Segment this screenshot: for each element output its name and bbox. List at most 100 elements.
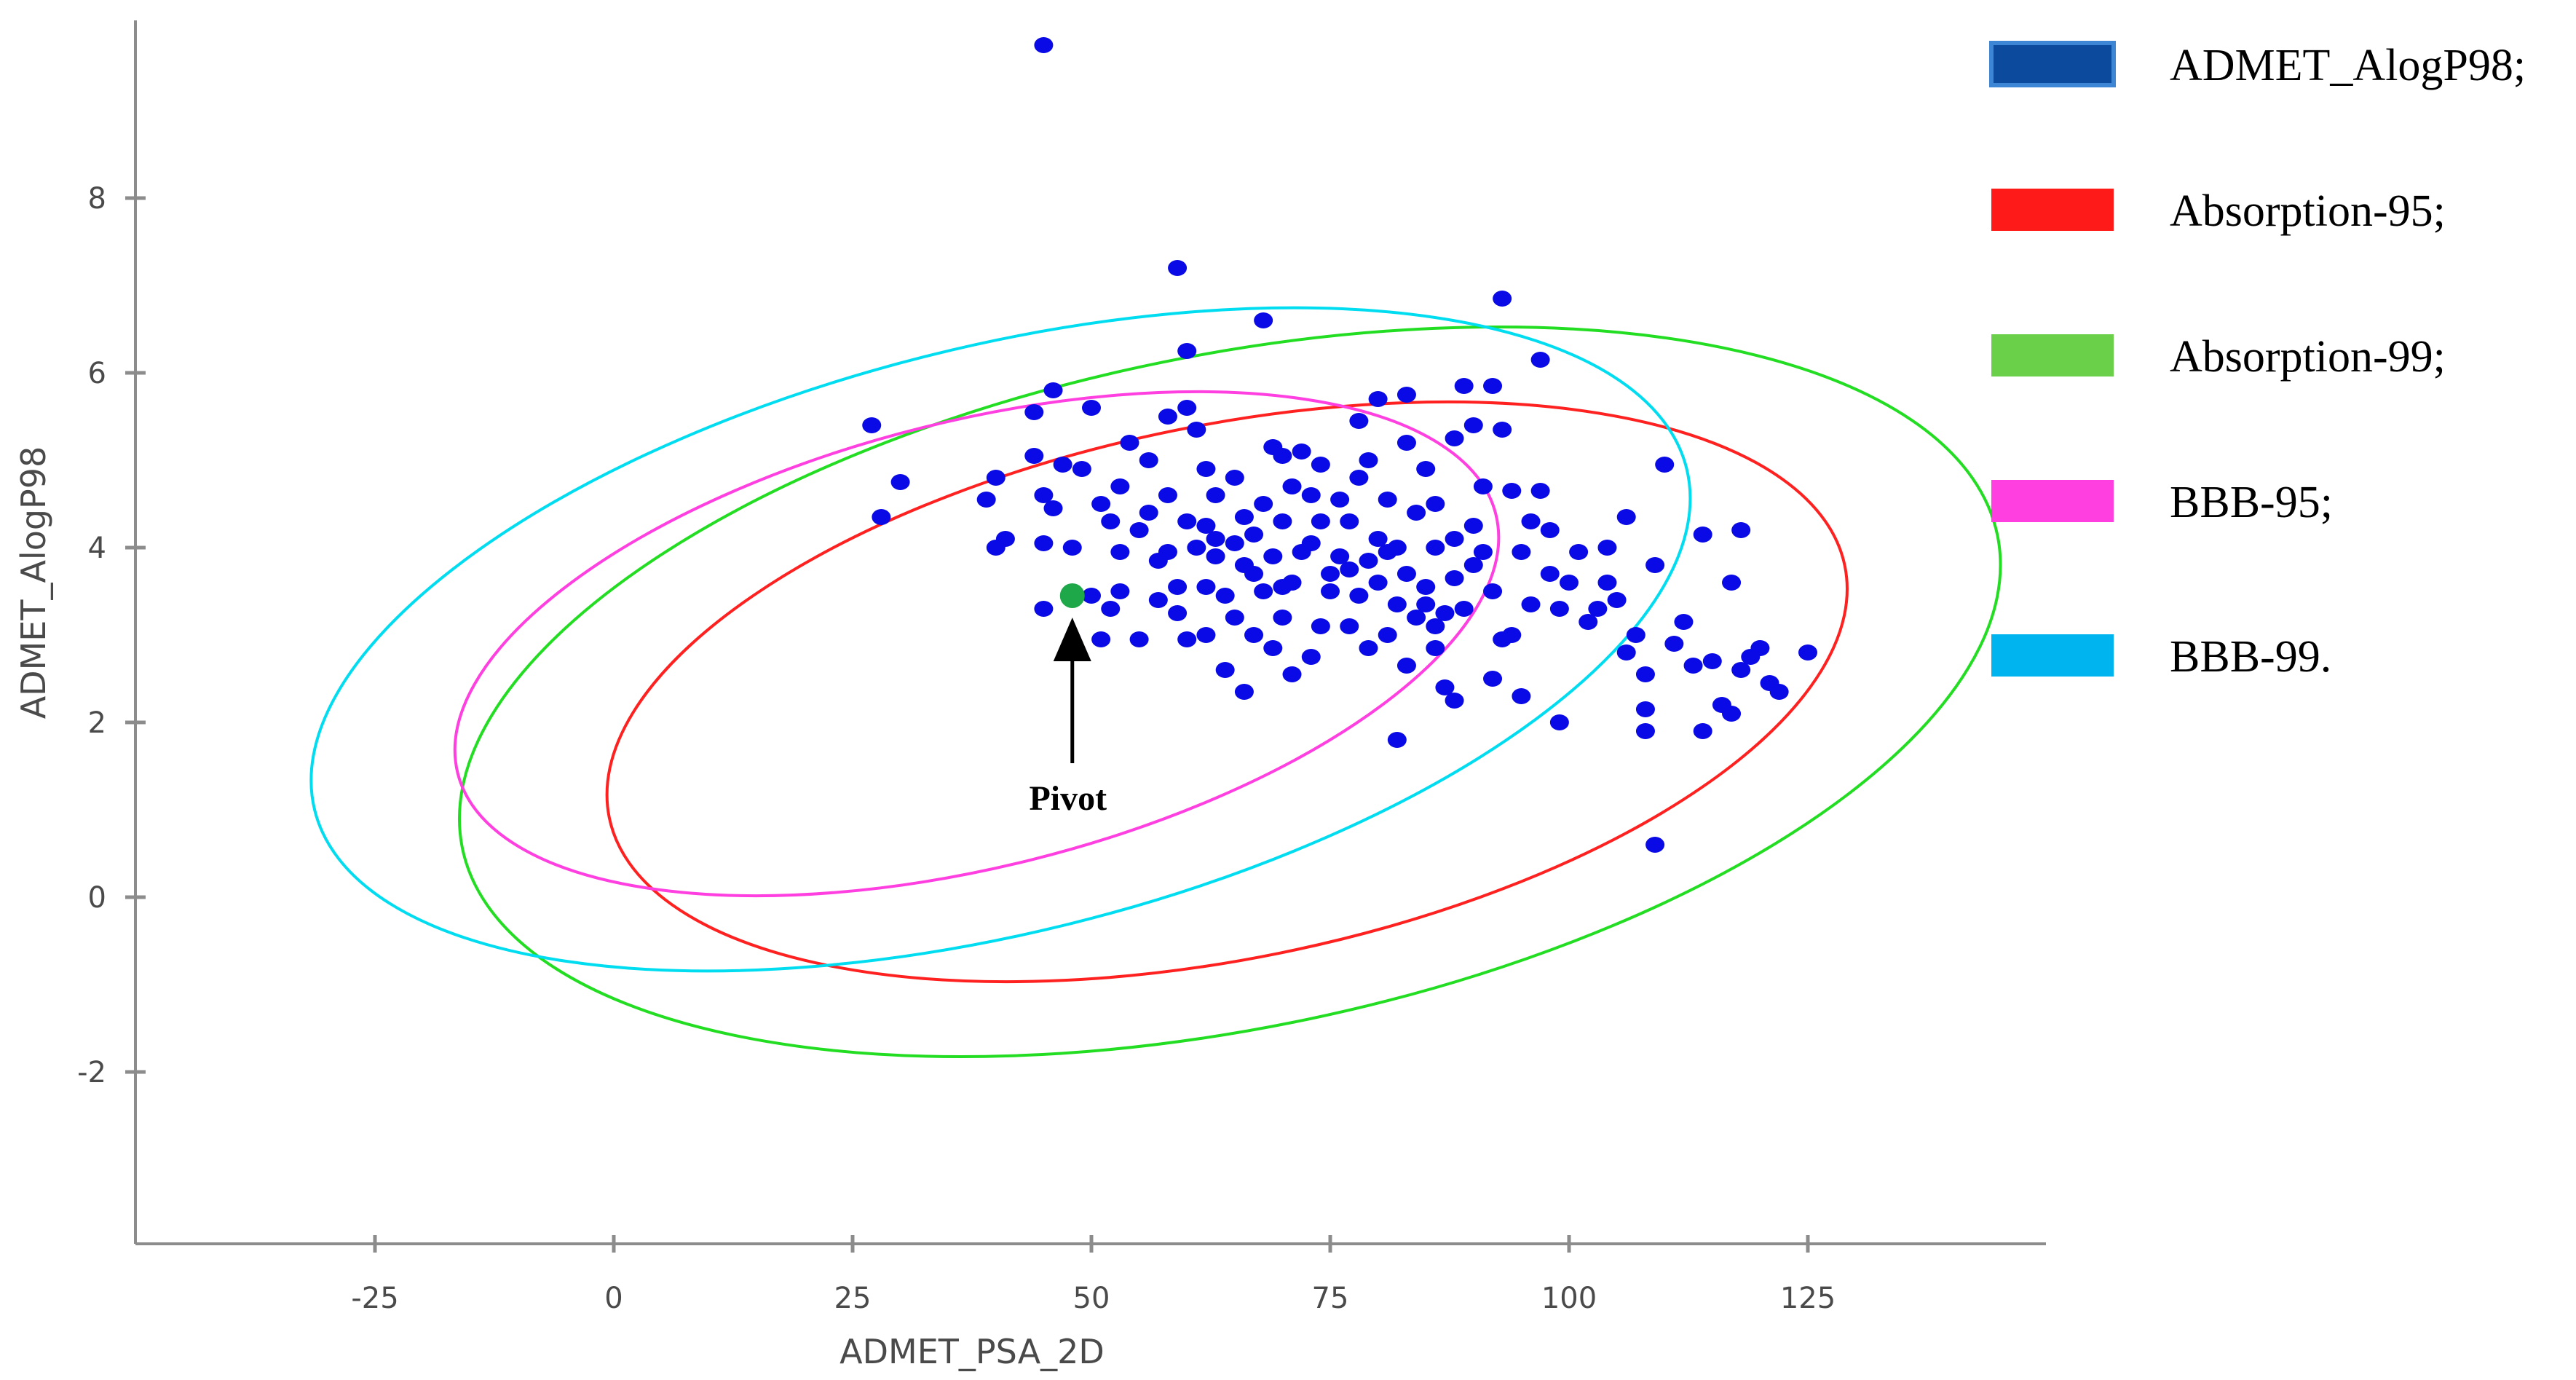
legend: ADMET_AlogP98; Absorption-95; Absorption-9… <box>1989 41 2526 682</box>
data-point <box>1148 592 1168 608</box>
data-point <box>1540 522 1560 538</box>
data-point <box>1493 422 1512 438</box>
data-point <box>1273 579 1292 595</box>
data-point <box>1426 640 1445 656</box>
data-point <box>1368 531 1388 547</box>
x-tick-label: 75 <box>1312 1282 1349 1315</box>
data-point <box>1798 644 1817 661</box>
data-point <box>1273 448 1292 464</box>
data-point <box>1359 640 1378 656</box>
data-point <box>1340 513 1359 529</box>
data-point <box>1043 500 1063 516</box>
data-point <box>1396 387 1416 403</box>
data-point <box>1435 605 1455 621</box>
data-point <box>1311 618 1330 634</box>
data-point <box>1244 566 1264 582</box>
data-point <box>1368 391 1388 407</box>
data-point <box>1034 487 1054 503</box>
legend-label: BBB-99. <box>2170 632 2331 682</box>
data-point <box>1387 732 1407 748</box>
data-point <box>1225 610 1244 626</box>
data-point <box>1234 684 1254 700</box>
legend-swatch <box>1991 634 2114 677</box>
data-point <box>986 470 1005 486</box>
data-point <box>1263 640 1283 656</box>
data-point <box>1082 588 1101 604</box>
data-point <box>1359 452 1378 468</box>
legend-swatch <box>1991 480 2114 522</box>
data-point <box>1292 443 1311 460</box>
data-point <box>1396 658 1416 674</box>
y-axis-title: ADMET_AlogP98 <box>14 446 53 719</box>
ellipse-absorption-95 <box>605 400 1849 984</box>
data-point <box>1349 413 1369 429</box>
pivot-point <box>1059 583 1085 608</box>
data-point <box>1168 605 1188 621</box>
data-point <box>1254 583 1273 599</box>
data-point <box>1082 400 1101 416</box>
data-point <box>1158 487 1177 503</box>
x-tick-label: -25 <box>351 1282 398 1315</box>
data-point <box>1626 627 1645 643</box>
legend-swatch <box>1989 41 2116 87</box>
data-point <box>1445 531 1464 547</box>
legend-label: BBB-95; <box>2170 478 2333 527</box>
data-point <box>1101 513 1121 529</box>
data-point <box>1635 701 1655 717</box>
y-tick-label: 2 <box>88 706 106 740</box>
data-point <box>1101 601 1121 617</box>
data-point <box>1664 636 1684 652</box>
data-point <box>1196 579 1216 595</box>
y-tick-label: 6 <box>88 357 106 390</box>
data-point <box>1139 452 1158 468</box>
data-point <box>1549 714 1569 730</box>
data-point <box>1540 566 1560 582</box>
data-point <box>1254 312 1273 328</box>
y-tick-label: 8 <box>88 182 106 216</box>
legend-swatch <box>1991 189 2114 231</box>
y-tick-label: 0 <box>88 881 106 915</box>
legend-label: Absorption-99; <box>2170 332 2446 382</box>
data-point <box>1378 627 1397 643</box>
data-point <box>1321 583 1340 599</box>
data-point <box>1168 260 1188 276</box>
legend-label: Absorption-95; <box>2170 186 2446 236</box>
data-point <box>1187 422 1206 438</box>
data-point <box>1378 492 1397 508</box>
data-point <box>1359 553 1378 569</box>
data-point <box>1426 540 1445 556</box>
data-point <box>890 474 910 490</box>
data-point <box>986 540 1005 556</box>
data-point <box>1750 640 1770 656</box>
data-point <box>1530 352 1550 368</box>
data-point <box>1139 505 1158 521</box>
data-point <box>1024 404 1044 420</box>
data-point <box>1273 513 1292 529</box>
data-point <box>1062 540 1082 556</box>
data-point <box>1635 666 1655 682</box>
y-tick-label: 4 <box>88 532 106 565</box>
data-point <box>1110 478 1130 494</box>
data-point <box>1407 505 1426 521</box>
data-point <box>1321 566 1340 582</box>
data-point <box>1368 575 1388 591</box>
data-point <box>1091 496 1111 512</box>
data-point <box>1273 610 1292 626</box>
data-point <box>1416 579 1436 595</box>
data-point <box>1722 706 1742 722</box>
data-point <box>1263 548 1283 564</box>
ellipse-absorption-99 <box>457 326 2002 1058</box>
data-point <box>1168 579 1188 595</box>
data-point <box>1426 618 1445 634</box>
data-point <box>1731 662 1751 678</box>
data-point <box>1502 627 1522 643</box>
data-point <box>1387 596 1407 612</box>
data-point <box>1731 522 1751 538</box>
data-point <box>1655 457 1675 473</box>
data-point <box>1091 631 1111 647</box>
data-point <box>1702 653 1722 669</box>
axes <box>134 20 2046 1245</box>
data-point <box>1483 671 1503 687</box>
data-point <box>1196 461 1216 477</box>
